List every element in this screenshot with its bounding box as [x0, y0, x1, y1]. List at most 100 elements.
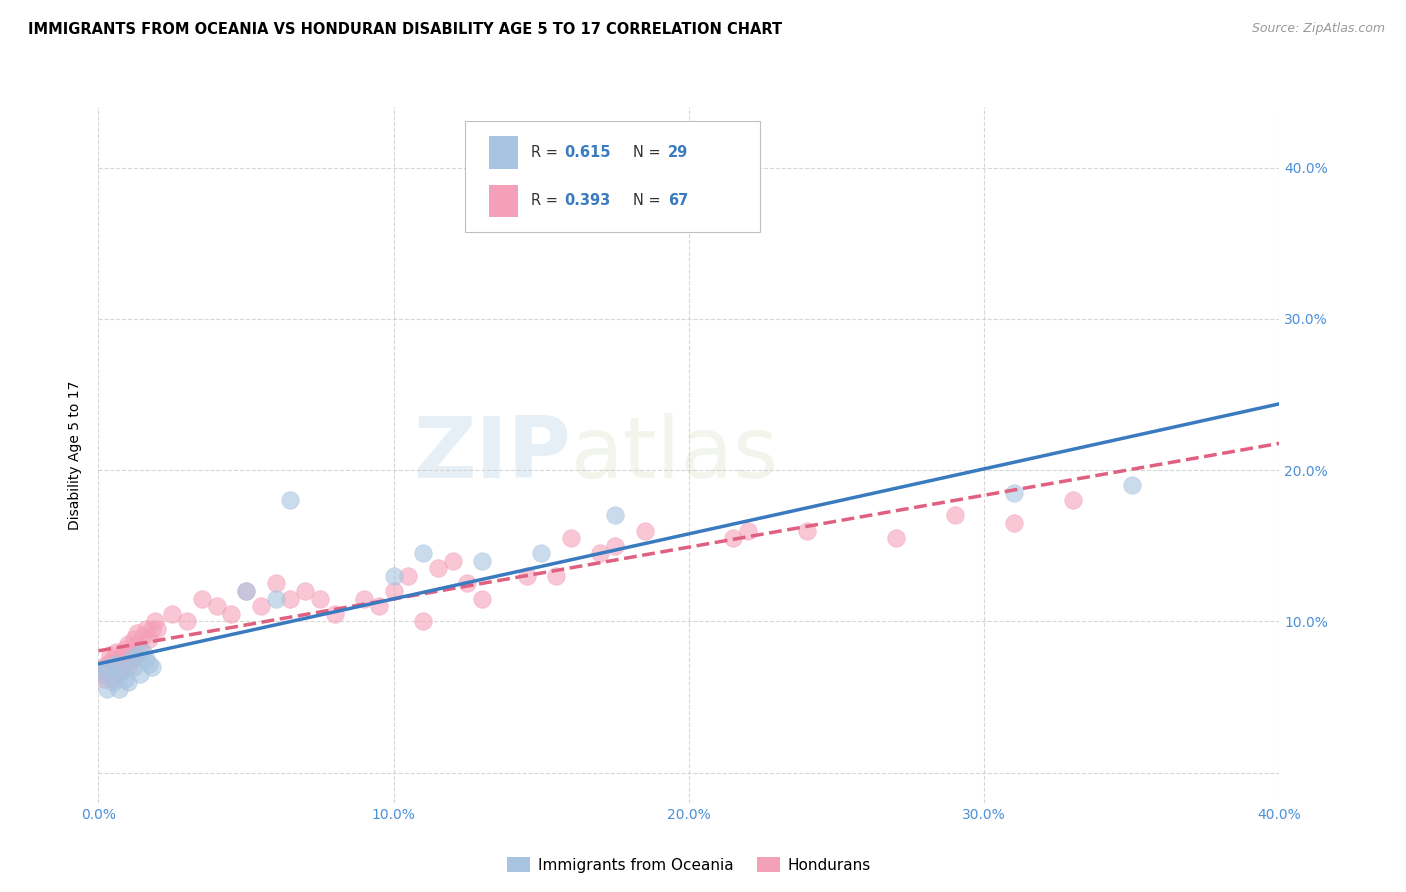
- Y-axis label: Disability Age 5 to 17: Disability Age 5 to 17: [69, 380, 83, 530]
- Point: [96, 663, 118, 677]
- Point: [90, 667, 112, 681]
- Point: [105, 657, 128, 671]
- Point: [103, 652, 125, 666]
- Point: [1121, 478, 1143, 492]
- Point: [412, 546, 434, 560]
- Point: [884, 531, 907, 545]
- Point: [128, 641, 150, 656]
- Point: [589, 546, 612, 560]
- Point: [250, 599, 273, 614]
- Point: [235, 584, 257, 599]
- Text: R =: R =: [531, 194, 562, 209]
- Point: [471, 554, 494, 568]
- Point: [108, 682, 131, 697]
- Point: [560, 531, 582, 545]
- Point: [219, 607, 242, 621]
- FancyBboxPatch shape: [489, 185, 519, 218]
- FancyBboxPatch shape: [464, 121, 759, 232]
- Point: [1002, 485, 1025, 500]
- Point: [530, 546, 553, 560]
- Point: [176, 615, 198, 629]
- Point: [278, 591, 302, 606]
- Point: [90, 667, 112, 681]
- Text: N =: N =: [633, 145, 665, 160]
- Point: [122, 652, 145, 666]
- Point: [117, 674, 139, 689]
- Point: [122, 659, 145, 673]
- Point: [723, 531, 745, 545]
- Text: N =: N =: [633, 194, 665, 209]
- Point: [441, 554, 464, 568]
- Point: [120, 644, 142, 658]
- Point: [605, 508, 627, 523]
- Point: [138, 632, 160, 647]
- Point: [117, 659, 139, 673]
- Point: [205, 599, 228, 614]
- Point: [98, 667, 121, 681]
- Point: [353, 591, 375, 606]
- Text: 29: 29: [668, 145, 689, 160]
- Point: [546, 569, 568, 583]
- Point: [456, 576, 478, 591]
- Point: [93, 663, 115, 677]
- Text: ZIP: ZIP: [413, 413, 571, 497]
- Point: [264, 576, 287, 591]
- Point: [125, 637, 148, 651]
- Point: [138, 657, 160, 671]
- Point: [114, 641, 136, 656]
- Point: [235, 584, 257, 599]
- Point: [114, 672, 136, 686]
- Point: [96, 657, 118, 671]
- Text: Source: ZipAtlas.com: Source: ZipAtlas.com: [1251, 22, 1385, 36]
- Point: [368, 599, 391, 614]
- Point: [93, 672, 115, 686]
- Text: IMMIGRANTS FROM OCEANIA VS HONDURAN DISABILITY AGE 5 TO 17 CORRELATION CHART: IMMIGRANTS FROM OCEANIA VS HONDURAN DISA…: [28, 22, 782, 37]
- Legend: Immigrants from Oceania, Hondurans: Immigrants from Oceania, Hondurans: [502, 850, 876, 879]
- Point: [93, 659, 115, 673]
- Point: [191, 591, 214, 606]
- Point: [132, 644, 155, 658]
- Point: [108, 652, 131, 666]
- Point: [396, 569, 419, 583]
- Point: [103, 674, 125, 689]
- Point: [122, 632, 145, 647]
- Point: [135, 652, 157, 666]
- Point: [105, 659, 128, 673]
- Point: [796, 524, 818, 538]
- Point: [135, 622, 157, 636]
- Point: [605, 539, 627, 553]
- Point: [125, 626, 148, 640]
- Point: [125, 648, 148, 662]
- Point: [471, 591, 494, 606]
- Point: [114, 648, 136, 662]
- Point: [141, 659, 163, 673]
- Text: atlas: atlas: [571, 413, 779, 497]
- Point: [162, 607, 183, 621]
- Point: [382, 569, 405, 583]
- Point: [633, 524, 655, 538]
- Point: [141, 622, 163, 636]
- Point: [515, 569, 537, 583]
- Point: [108, 667, 131, 681]
- Point: [117, 637, 139, 651]
- Point: [943, 508, 966, 523]
- Point: [111, 657, 134, 671]
- Point: [111, 663, 134, 677]
- Point: [105, 667, 128, 681]
- Point: [382, 584, 405, 599]
- Point: [737, 524, 759, 538]
- Point: [1002, 516, 1025, 530]
- Text: 0.615: 0.615: [564, 145, 610, 160]
- Point: [120, 652, 142, 666]
- Point: [105, 644, 128, 658]
- Point: [427, 561, 450, 575]
- Point: [1062, 493, 1084, 508]
- Point: [103, 672, 125, 686]
- Point: [143, 615, 166, 629]
- Point: [98, 648, 121, 662]
- FancyBboxPatch shape: [489, 136, 519, 169]
- Point: [120, 652, 142, 666]
- Point: [96, 682, 118, 697]
- Point: [132, 629, 155, 643]
- Point: [98, 659, 121, 673]
